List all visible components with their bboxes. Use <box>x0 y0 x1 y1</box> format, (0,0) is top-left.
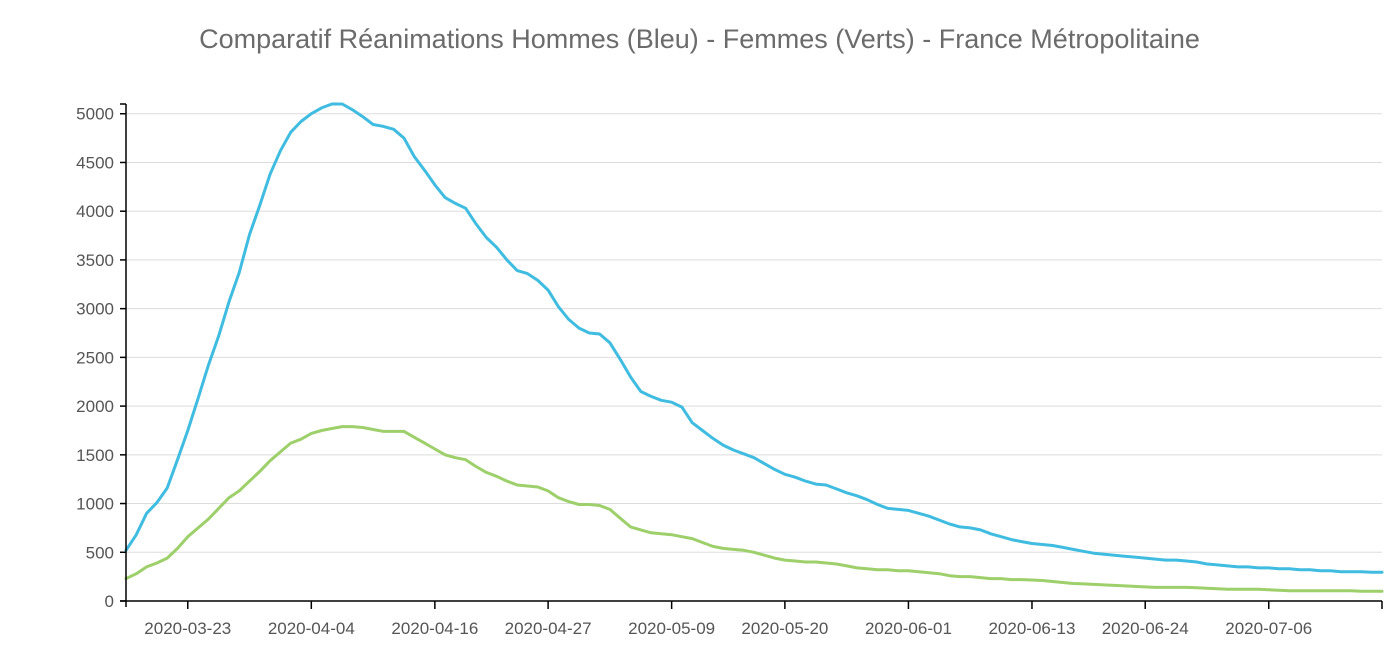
y-tick-labels: 0 500 1000 1500 2000 2500 3000 3500 4000 4500 5000 <box>76 105 114 611</box>
series-layer <box>124 102 1384 593</box>
x-tick-label: 2020-07-06 <box>1225 619 1312 638</box>
y-tick-label: 3000 <box>76 300 114 319</box>
x-tick-label: 2020-06-01 <box>865 619 952 638</box>
y-tick-label: 1500 <box>76 446 114 465</box>
x-tick-label: 2020-03-23 <box>144 619 231 638</box>
y-tick-label: 4000 <box>76 202 114 221</box>
y-tick-label: 0 <box>105 592 114 611</box>
y-tick-label: 4500 <box>76 153 114 172</box>
x-tick-label: 2020-06-13 <box>988 619 1075 638</box>
axes <box>120 103 1383 609</box>
y-tick-label: 5000 <box>76 105 114 124</box>
y-tick-label: 2000 <box>76 397 114 416</box>
y-tick-label: 3500 <box>76 251 114 270</box>
series-line-hommes <box>124 102 1384 574</box>
x-tick-label: 2020-05-09 <box>628 619 715 638</box>
y-tick-label: 500 <box>86 543 114 562</box>
x-tick-label: 2020-04-16 <box>391 619 478 638</box>
y-tick-label: 1000 <box>76 495 114 514</box>
x-tick-label: 2020-04-27 <box>505 619 592 638</box>
x-tick-label: 2020-06-24 <box>1102 619 1189 638</box>
y-tick-label: 2500 <box>76 348 114 367</box>
grid-lines <box>126 113 1382 553</box>
x-tick-label: 2020-05-20 <box>741 619 828 638</box>
x-tick-label: 2020-04-04 <box>268 619 355 638</box>
series-line-femmes <box>124 425 1384 593</box>
x-tick-labels: 2020-03-23 2020-04-04 2020-04-16 2020-04-27… <box>144 619 1312 638</box>
chart-title: Comparatif Réanimations Hommes (Bleu) - … <box>199 24 1200 54</box>
